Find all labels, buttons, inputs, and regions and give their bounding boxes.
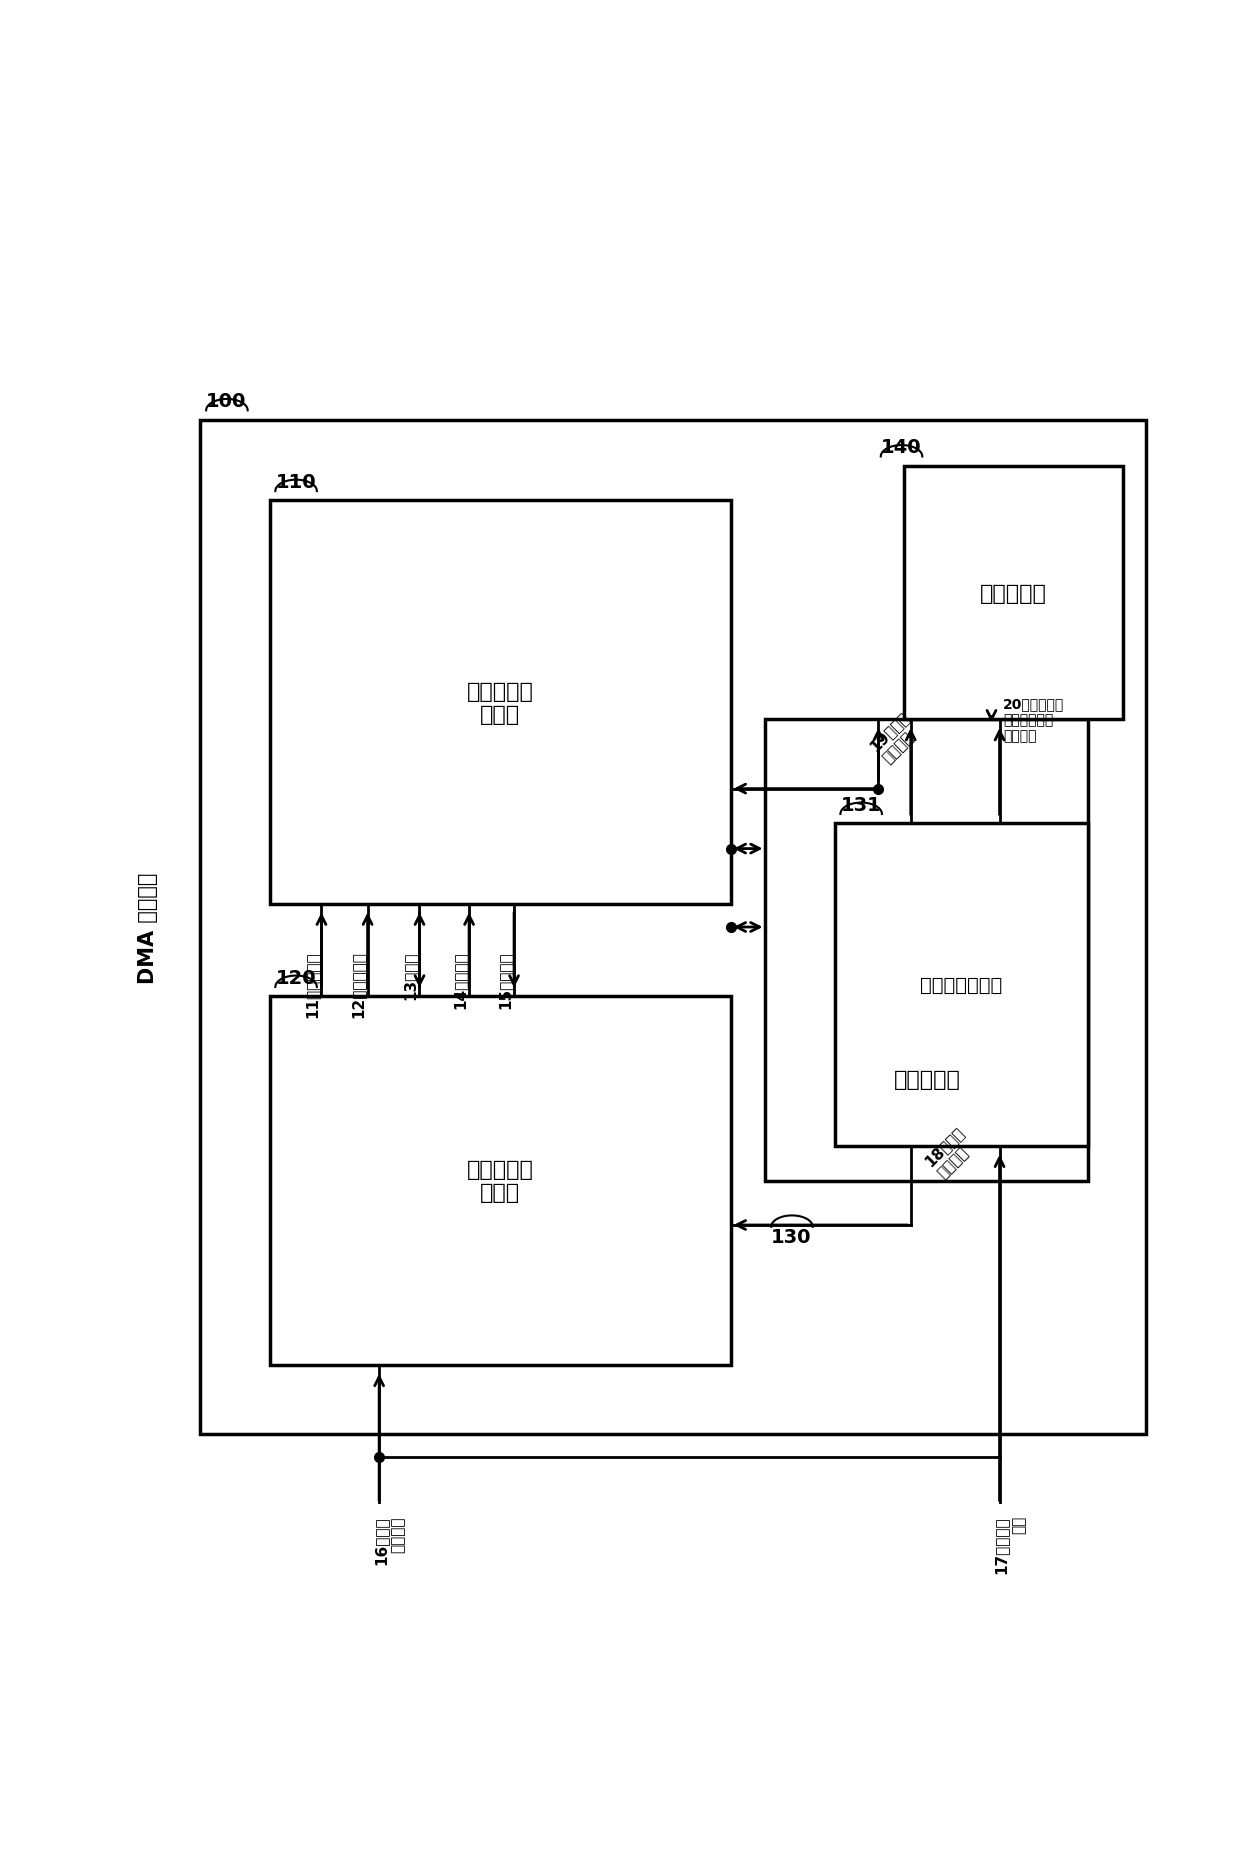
Text: 130: 130 (771, 1228, 812, 1247)
Text: 16：转发
启动信号: 16：转发 启动信号 (373, 1516, 405, 1564)
Bar (904, 466, 1123, 720)
Bar (765, 720, 1089, 1182)
Text: 后方跳过控制部: 后方跳过控制部 (920, 976, 1003, 994)
Text: 转发判定部: 转发判定部 (894, 1070, 960, 1089)
Text: 数据转发部: 数据转发部 (980, 582, 1047, 603)
Text: 描述符信息
存储部: 描述符信息 存储部 (466, 681, 533, 723)
Text: 140: 140 (880, 438, 921, 456)
Text: 110: 110 (275, 473, 316, 492)
Text: 15：读数据: 15：读数据 (497, 950, 512, 1007)
Text: 14：写数据: 14：写数据 (453, 950, 467, 1007)
Text: 11：允许写入: 11：允许写入 (305, 950, 320, 1017)
Text: 描述符信息
控制部: 描述符信息 控制部 (466, 1159, 533, 1202)
Text: 120: 120 (275, 968, 316, 987)
Text: 19：转发
指示信号: 19：转发 指示信号 (867, 709, 924, 766)
Text: 20：控制信息
（起始地址、
帧尺寸）: 20：控制信息 （起始地址、 帧尺寸） (1003, 697, 1064, 744)
Bar (269, 996, 730, 1365)
Text: 13：地址: 13：地址 (403, 950, 418, 1000)
Text: 18：后方
跳过指示: 18：后方 跳过指示 (923, 1124, 980, 1182)
Text: 17：可转发
帧数: 17：可转发 帧数 (993, 1516, 1027, 1573)
Text: 100: 100 (206, 391, 247, 412)
Text: 12：允许读取: 12：允许读取 (351, 950, 366, 1017)
Text: 131: 131 (841, 796, 882, 814)
Bar (201, 421, 1146, 1434)
Text: DMA 控制装置: DMA 控制装置 (139, 872, 159, 983)
Bar (835, 824, 1089, 1146)
Bar (269, 501, 730, 905)
